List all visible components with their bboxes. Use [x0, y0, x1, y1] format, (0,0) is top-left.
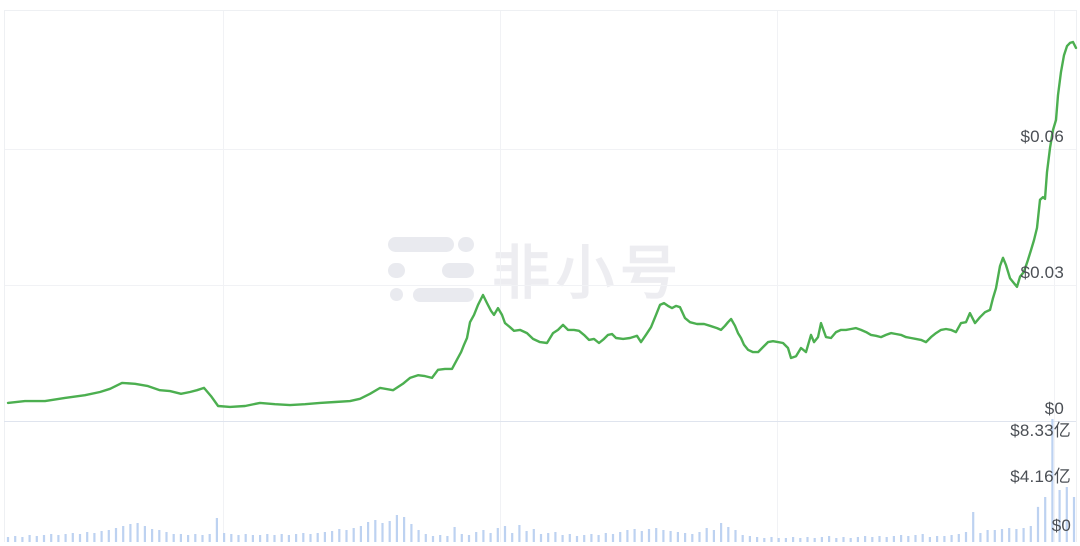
volume-tick-8.33yi: $8.33亿 — [1010, 421, 1071, 440]
price-tick-0.03: $0.03 — [1020, 263, 1064, 282]
price-tick-0: $0 — [1044, 399, 1064, 418]
volume-tick-4.16yi: $4.16亿 — [1010, 467, 1071, 486]
price-tick-0.06: $0.06 — [1020, 127, 1064, 146]
volume-tick-0: $0 — [1051, 516, 1071, 535]
